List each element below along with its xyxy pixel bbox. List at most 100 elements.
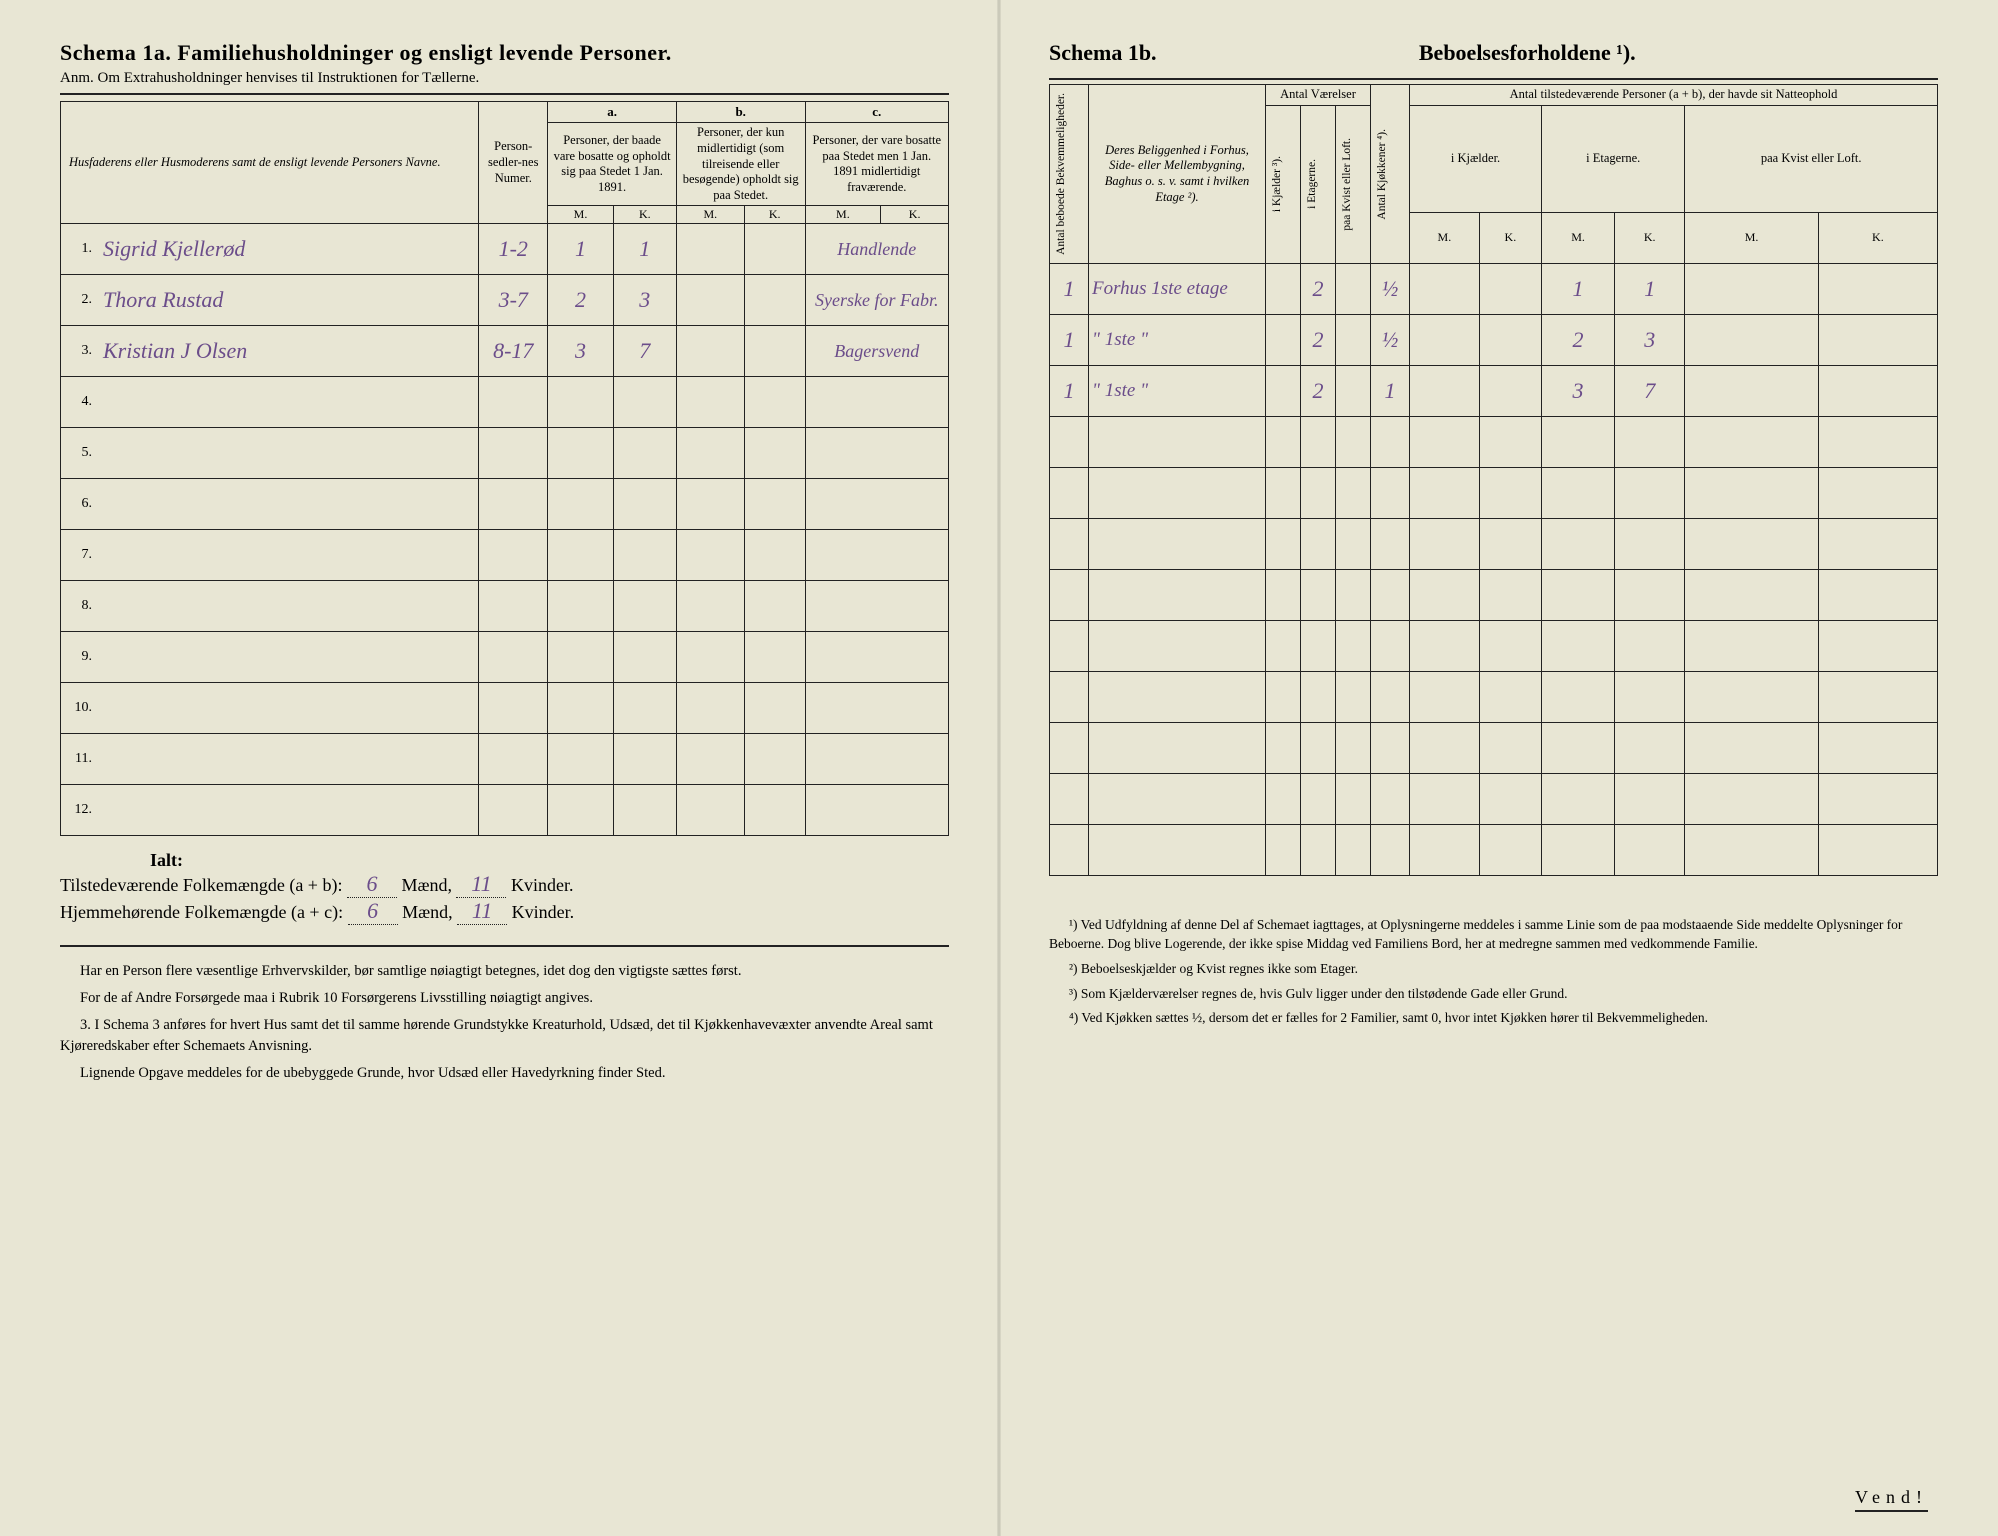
col-iet: i Etagerne. [1542,105,1685,212]
a-k: 7 [613,326,676,377]
right-page: Schema 1b. Beboelsesforholdene ¹). Antal… [999,0,1998,1536]
person-name [95,479,479,530]
a-m [548,785,613,836]
table-row: 5. [61,428,949,479]
lm [1685,620,1818,671]
lk [1818,467,1937,518]
a-m [548,683,613,734]
lk [1818,620,1937,671]
bekv [1050,467,1089,518]
km [1410,824,1480,875]
person-name [95,632,479,683]
person-nr: 8-17 [479,326,548,377]
table-row [1050,518,1938,569]
ialt-label: Ialt: [150,850,949,871]
belig [1089,467,1266,518]
belig: Forhus 1ste etage [1089,263,1266,314]
kjokk [1371,569,1410,620]
lm [1685,263,1818,314]
belig: " 1ste " [1089,314,1266,365]
bekv: 1 [1050,365,1089,416]
em: 3 [1542,365,1615,416]
row-number: 8. [61,581,96,632]
c-m-note [805,428,949,479]
em [1542,569,1615,620]
schema-1a-title: Schema 1a. Familiehusholdninger og ensli… [60,40,949,66]
ek: 1 [1615,263,1685,314]
b-m [676,785,744,836]
row-number: 1. [61,224,96,275]
totals-line-2: Hjemmehørende Folkemængde (a + c): 6 Mæn… [60,898,949,925]
vkv [1336,824,1371,875]
schema-1a-table: Husfaderens eller Husmoderens samt de en… [60,101,949,836]
km [1410,518,1480,569]
c-m-note [805,734,949,785]
kjokk: ½ [1371,263,1410,314]
km [1410,569,1480,620]
a-m [548,581,613,632]
b-k [744,479,805,530]
table-row: 2.Thora Rustad3-723Syerske for Fabr. [61,275,949,326]
c-m-note: Bagersvend [805,326,949,377]
em [1542,467,1615,518]
b-m [676,275,744,326]
em [1542,620,1615,671]
km [1410,467,1480,518]
kk [1479,518,1541,569]
table-row [1050,773,1938,824]
lm [1685,365,1818,416]
col-a-m: M. [548,206,613,224]
vkv [1336,263,1371,314]
a-k [613,785,676,836]
a-m [548,734,613,785]
left-page: Schema 1a. Familiehusholdninger og ensli… [0,0,999,1536]
a-m: 3 [548,326,613,377]
vkv [1336,569,1371,620]
person-name [95,734,479,785]
person-name [95,581,479,632]
rnote-2: ²) Beboelseskjælder og Kvist regnes ikke… [1049,960,1938,979]
col-bekv: Antal beboede Bekvemmeligheder. [1050,85,1089,264]
b-k [744,530,805,581]
table-row [1050,620,1938,671]
km [1410,263,1480,314]
schema-1a-subtitle: Anm. Om Extrahusholdninger henvises til … [60,70,949,95]
bekv: 1 [1050,263,1089,314]
vet [1301,620,1336,671]
col-c-letter: c. [805,102,949,123]
person-name: Sigrid Kjellerød [95,224,479,275]
vkj [1266,416,1301,467]
note-p4: Lignende Opgave meddeles for de ubebygge… [60,1063,949,1084]
c-m-note [805,632,949,683]
ek [1615,773,1685,824]
vkj [1266,314,1301,365]
kk [1479,569,1541,620]
person-nr [479,428,548,479]
totals-line-1: Tilstedeværende Folkemængde (a + b): 6 M… [60,871,949,898]
col-tilst: Antal tilstedeværende Personer (a + b), … [1410,85,1938,106]
vet [1301,722,1336,773]
vend-label: Vend! [1855,1487,1928,1512]
table-row [1050,671,1938,722]
kk [1479,467,1541,518]
kjokk [1371,671,1410,722]
lm [1685,671,1818,722]
col-kjokk: Antal Kjøkkener ⁴). [1371,85,1410,264]
vkj [1266,365,1301,416]
vkj [1266,824,1301,875]
table-row: 1Forhus 1ste etage2½11 [1050,263,1938,314]
bekv [1050,773,1089,824]
ek [1615,722,1685,773]
col-pkv: paa Kvist eller Loft. [1685,105,1938,212]
a-k [613,734,676,785]
vkv [1336,773,1371,824]
table-row: 12. [61,785,949,836]
col-a-text: Personer, der baade vare bosatte og opho… [548,123,677,206]
person-nr [479,530,548,581]
lk [1818,569,1937,620]
lk [1818,824,1937,875]
col-etag: i Etagerne. [1301,105,1336,263]
col-c-k: K. [881,206,949,224]
lk [1818,773,1937,824]
vkv [1336,365,1371,416]
